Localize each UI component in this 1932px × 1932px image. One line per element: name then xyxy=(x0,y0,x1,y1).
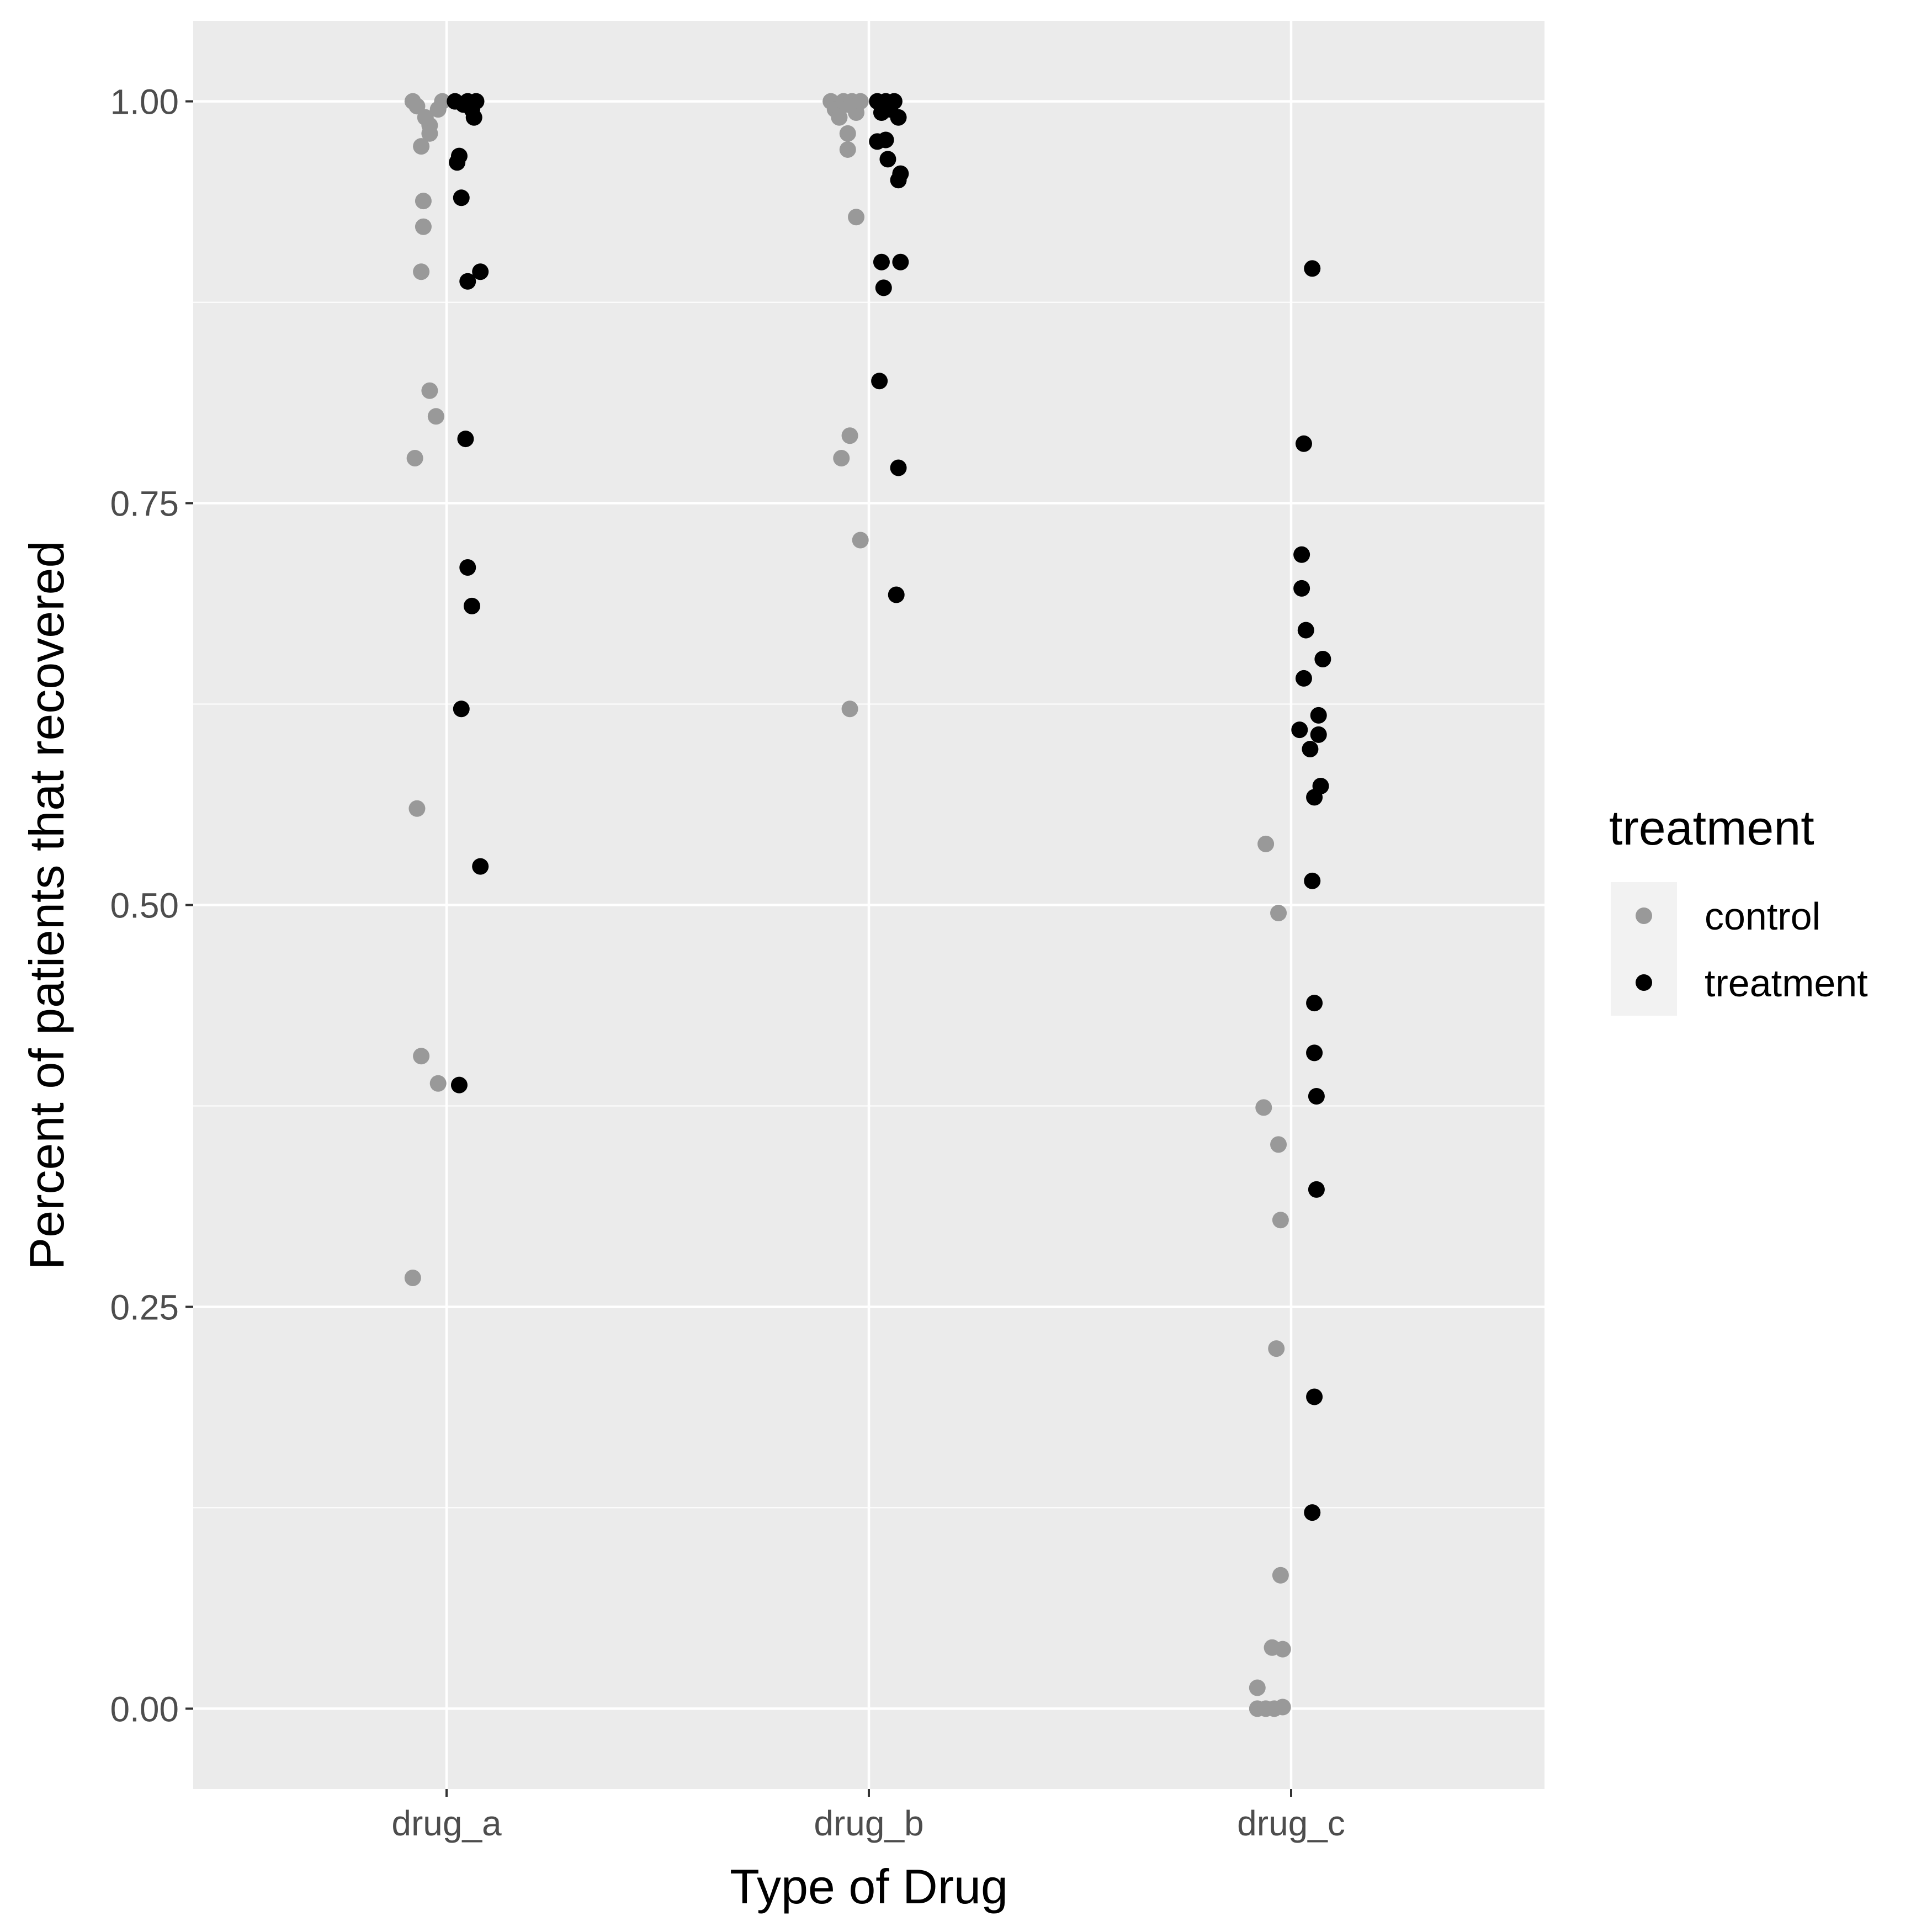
treatment-point xyxy=(1295,435,1312,452)
legend-title: treatment xyxy=(1609,800,1814,855)
control-point xyxy=(841,427,858,444)
y-axis-title: Percent of patients that recovered xyxy=(19,541,74,1270)
control-point xyxy=(408,800,426,817)
control-point xyxy=(421,382,438,399)
treatment-point xyxy=(892,253,909,270)
treatment-point xyxy=(873,253,890,270)
treatment-point xyxy=(1310,707,1327,724)
control-point xyxy=(427,408,444,425)
control-point xyxy=(1270,905,1287,922)
treatment-point xyxy=(890,109,907,126)
control-point xyxy=(1270,1136,1287,1153)
treatment-point xyxy=(453,189,470,206)
treatment-point xyxy=(1302,741,1319,758)
treatment-point xyxy=(1297,622,1314,639)
control-point xyxy=(415,218,432,235)
y-tick-label: 0.00 xyxy=(110,1689,179,1729)
treatment-point xyxy=(1293,546,1310,563)
treatment-point xyxy=(468,93,485,110)
control-point xyxy=(839,141,856,158)
control-point xyxy=(413,1048,430,1065)
treatment-point xyxy=(1308,1088,1325,1105)
control-point xyxy=(1268,1340,1285,1357)
control-point xyxy=(852,532,869,549)
control-point xyxy=(404,1270,421,1287)
control-point xyxy=(408,98,426,115)
treatment-point xyxy=(1306,1044,1323,1061)
control-point xyxy=(833,450,850,467)
treatment-point xyxy=(1310,726,1327,743)
treatment-point xyxy=(1308,1181,1325,1198)
treatment-point xyxy=(472,858,489,875)
control-point xyxy=(852,93,869,110)
control-point xyxy=(429,1075,447,1092)
treatment-point xyxy=(877,131,894,148)
treatment-point xyxy=(463,597,480,614)
treatment-point xyxy=(449,154,466,171)
control-point xyxy=(406,450,423,467)
treatment-point xyxy=(1304,1504,1321,1521)
treatment-point xyxy=(890,459,907,476)
control-point xyxy=(434,93,451,110)
treatment-point xyxy=(472,263,489,280)
control-point xyxy=(413,138,430,155)
legend-key-treatment xyxy=(1636,974,1652,991)
treatment-point xyxy=(1306,789,1323,806)
control-point xyxy=(413,263,430,280)
x-axis: drug_a drug_b drug_c xyxy=(391,1789,1345,1843)
y-tick-label: 0.75 xyxy=(110,484,179,524)
legend-label-control: control xyxy=(1705,895,1820,938)
legend: treatment control treatment xyxy=(1609,800,1868,1016)
treatment-point xyxy=(1304,872,1321,889)
treatment-point xyxy=(871,373,888,390)
treatment-point xyxy=(1306,1388,1323,1405)
treatment-point xyxy=(457,431,474,448)
control-point xyxy=(841,700,858,718)
legend-label-treatment: treatment xyxy=(1705,962,1868,1005)
treatment-point xyxy=(890,172,907,189)
data-points xyxy=(404,93,1331,1717)
treatment-point xyxy=(1304,260,1321,277)
treatment-point xyxy=(1314,650,1331,667)
x-axis-title: Type of Drug xyxy=(730,1859,1008,1914)
treatment-point xyxy=(879,151,896,168)
y-tick-label: 0.25 xyxy=(110,1287,179,1327)
treatment-point xyxy=(450,1076,468,1094)
legend-keys-background xyxy=(1611,882,1677,1016)
treatment-point xyxy=(459,559,476,576)
y-tick-label: 0.50 xyxy=(110,886,179,926)
control-point xyxy=(1274,1699,1291,1716)
treatment-point xyxy=(1295,670,1312,687)
x-tick-label: drug_c xyxy=(1237,1803,1345,1843)
x-tick-label: drug_a xyxy=(391,1803,502,1843)
major-gridlines xyxy=(193,21,1544,1789)
treatment-point xyxy=(453,700,470,718)
control-point xyxy=(1272,1567,1289,1584)
x-tick-label: drug_b xyxy=(814,1803,923,1843)
control-point xyxy=(839,125,856,142)
y-axis: 0.00 0.25 0.50 0.75 1.00 xyxy=(110,82,193,1729)
treatment-point xyxy=(465,109,482,126)
treatment-point xyxy=(459,273,476,290)
control-point xyxy=(1257,835,1275,852)
control-point xyxy=(848,209,865,226)
treatment-point xyxy=(885,93,903,110)
control-point xyxy=(1255,1099,1272,1116)
treatment-point xyxy=(1291,721,1308,739)
control-point xyxy=(1274,1641,1291,1658)
treatment-point xyxy=(875,279,892,296)
control-point xyxy=(831,109,848,126)
control-point xyxy=(1272,1212,1289,1229)
legend-key-control xyxy=(1636,907,1652,924)
control-point xyxy=(421,125,438,142)
control-point xyxy=(1249,1679,1266,1696)
treatment-point xyxy=(1306,995,1323,1012)
y-tick-label: 1.00 xyxy=(110,82,179,122)
treatment-point xyxy=(1293,580,1310,597)
treatment-point xyxy=(888,586,905,603)
control-point xyxy=(415,193,432,210)
